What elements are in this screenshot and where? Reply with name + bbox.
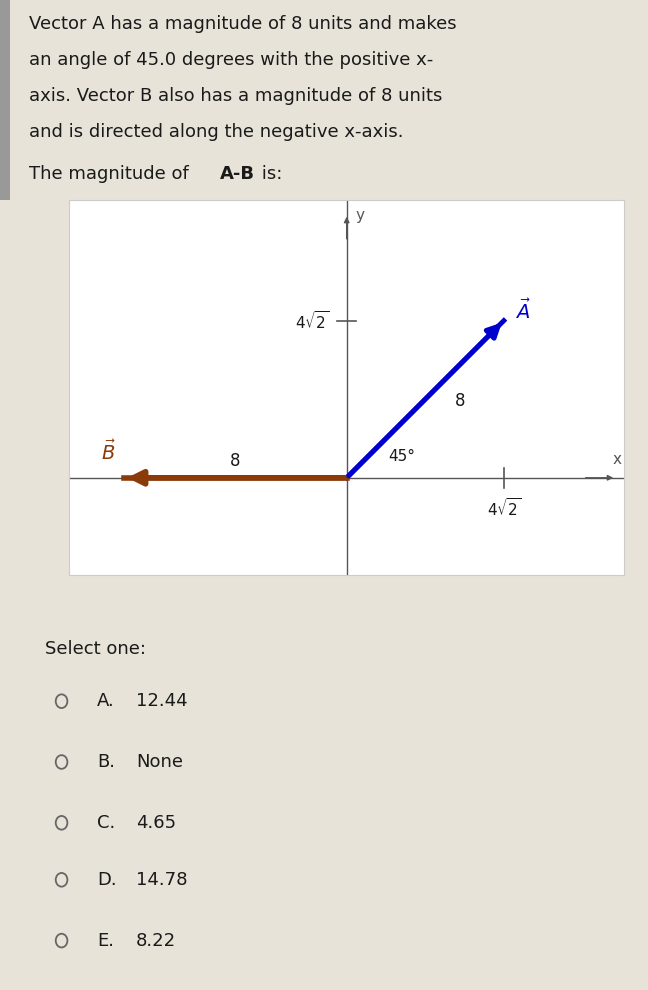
Text: $\vec{B}$: $\vec{B}$ bbox=[101, 440, 116, 464]
Text: 4.65: 4.65 bbox=[136, 814, 176, 832]
Text: 8: 8 bbox=[454, 391, 465, 410]
Text: Select one:: Select one: bbox=[45, 641, 146, 658]
Text: and is directed along the negative x-axis.: and is directed along the negative x-axi… bbox=[29, 123, 404, 141]
Text: A.: A. bbox=[97, 692, 115, 710]
Text: B.: B. bbox=[97, 753, 115, 771]
Text: The magnitude of: The magnitude of bbox=[29, 165, 194, 183]
Text: 8.22: 8.22 bbox=[136, 932, 176, 949]
Text: A-B: A-B bbox=[220, 165, 255, 183]
Text: None: None bbox=[136, 753, 183, 771]
Text: D.: D. bbox=[97, 871, 117, 889]
Text: 12.44: 12.44 bbox=[136, 692, 188, 710]
Text: $4\sqrt{2}$: $4\sqrt{2}$ bbox=[487, 497, 521, 519]
Text: E.: E. bbox=[97, 932, 114, 949]
Text: is:: is: bbox=[256, 165, 283, 183]
Text: 8: 8 bbox=[230, 452, 241, 470]
Text: x: x bbox=[612, 451, 621, 466]
Bar bbox=[0, 0, 10, 200]
Text: 45°: 45° bbox=[388, 448, 415, 464]
Text: $\vec{A}$: $\vec{A}$ bbox=[515, 299, 531, 324]
Text: $4\sqrt{2}$: $4\sqrt{2}$ bbox=[295, 310, 330, 332]
Text: Vector A has a magnitude of 8 units and makes: Vector A has a magnitude of 8 units and … bbox=[29, 15, 457, 33]
Text: C.: C. bbox=[97, 814, 115, 832]
Text: axis. Vector B also has a magnitude of 8 units: axis. Vector B also has a magnitude of 8… bbox=[29, 87, 443, 105]
Text: y: y bbox=[355, 208, 364, 224]
Text: 14.78: 14.78 bbox=[136, 871, 187, 889]
Text: an angle of 45.0 degrees with the positive x-: an angle of 45.0 degrees with the positi… bbox=[29, 51, 434, 69]
